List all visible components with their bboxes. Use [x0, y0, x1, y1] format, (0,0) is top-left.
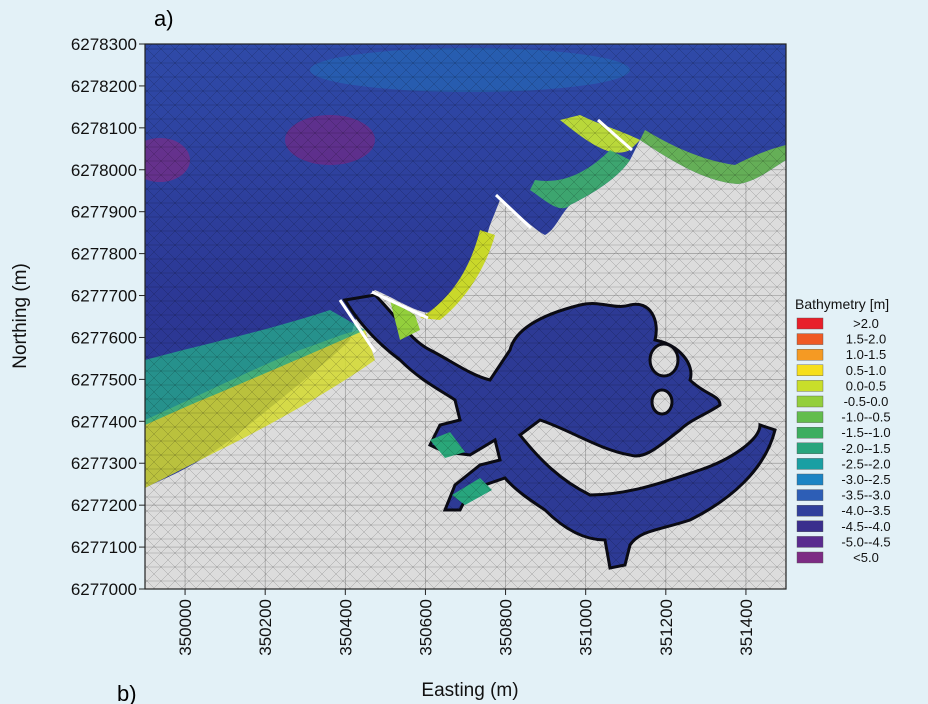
legend-entry-label: -4.0--3.5 — [841, 503, 890, 518]
x-axis: 350000 350200 350400 350600 350800 351000 3512… — [176, 589, 756, 656]
legend-swatch — [796, 520, 824, 532]
plot-area — [144, 43, 787, 590]
legend-entry-label: 1.5-2.0 — [846, 332, 886, 347]
legend-swatch — [796, 442, 824, 454]
y-tick-label: 6278300 — [71, 35, 137, 54]
y-tick-label: 6277800 — [71, 245, 137, 264]
legend-entry-label: 1.0-1.5 — [846, 347, 886, 362]
x-tick-label: 350400 — [336, 599, 355, 656]
legend-entry-label: 0.5-1.0 — [846, 363, 886, 378]
legend: Bathymetry [m] >2.01.5-2.01.0-1.50.5-1.0… — [795, 296, 891, 565]
legend-swatch — [796, 505, 824, 517]
legend-entry-label: -2.5--2.0 — [841, 456, 890, 471]
mesh-overlay — [145, 44, 786, 589]
legend-swatch — [796, 411, 824, 423]
legend-entry-label: -3.0--2.5 — [841, 472, 890, 487]
legend-swatch — [796, 551, 824, 564]
y-tick-label: 6277200 — [71, 496, 137, 515]
legend-title: Bathymetry [m] — [795, 296, 889, 312]
x-tick-label: 350600 — [416, 599, 435, 656]
legend-swatch — [796, 489, 824, 501]
x-tick-label: 350000 — [176, 599, 195, 656]
x-tick-label: 351400 — [737, 599, 756, 656]
y-tick-label: 6277900 — [71, 203, 137, 222]
panel-label-a: a) — [154, 6, 174, 31]
y-tick-label: 6277000 — [71, 580, 137, 599]
x-tick-label: 351200 — [657, 599, 676, 656]
x-tick-label: 350200 — [256, 599, 275, 656]
y-tick-label: 6277600 — [71, 328, 137, 347]
legend-entry-label: -3.5--3.0 — [841, 488, 890, 503]
breakwaters — [338, 118, 633, 353]
legend-entry-label: >2.0 — [853, 316, 879, 331]
y-tick-label: 6278100 — [71, 119, 137, 138]
bathymetry-mesh — [145, 44, 786, 589]
legend-swatch — [796, 317, 824, 330]
y-tick-label: 6277700 — [71, 287, 137, 306]
x-axis-title: Easting (m) — [421, 680, 518, 701]
x-tick-label: 351000 — [577, 599, 596, 656]
legend-swatch — [796, 536, 824, 548]
legend-swatch — [796, 364, 824, 376]
legend-swatch — [796, 427, 824, 439]
legend-entry-label: -4.5--4.0 — [841, 519, 890, 534]
legend-entry-label: -2.0--1.5 — [841, 441, 890, 456]
legend-swatch — [796, 333, 824, 345]
legend-entry-label: -0.5-0.0 — [844, 394, 889, 409]
y-axis-title: Northing (m) — [10, 263, 31, 369]
y-tick-label: 6277100 — [71, 538, 137, 557]
y-axis: 6277000 6277100 6277200 6277300 6277400 62775… — [71, 35, 145, 599]
y-tick-label: 6277300 — [71, 454, 137, 473]
legend-swatch — [796, 395, 824, 408]
legend-entry-label: 0.0-0.5 — [846, 378, 886, 393]
legend-entry-label: -1.0--0.5 — [841, 410, 890, 425]
y-tick-label: 6278000 — [71, 161, 137, 180]
x-tick-label: 350800 — [497, 599, 516, 656]
legend-swatch — [796, 458, 824, 470]
panel-label-b: b) — [117, 681, 137, 704]
plot-frame — [144, 43, 787, 590]
legend-entry-label: -5.0--4.5 — [841, 534, 890, 549]
y-tick-label: 6277500 — [71, 370, 137, 389]
y-tick-label: 6278200 — [71, 77, 137, 96]
legend-entry-label: -1.5--1.0 — [841, 425, 890, 440]
legend-entry-label: <5.0 — [853, 550, 879, 565]
legend-swatch — [796, 473, 824, 486]
y-tick-label: 6277400 — [71, 412, 137, 431]
legend-swatch — [796, 380, 824, 392]
legend-swatch — [796, 349, 824, 361]
